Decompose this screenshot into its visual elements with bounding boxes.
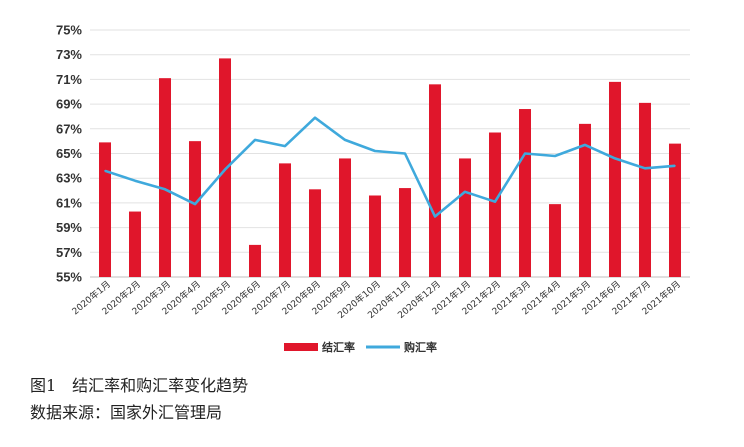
line-point-6 (254, 139, 256, 141)
bar-11 (399, 188, 411, 277)
line-point-20 (674, 165, 676, 167)
line-point-19 (644, 167, 646, 170)
line-point-2 (134, 179, 136, 182)
line-point-4 (194, 203, 196, 205)
bar-6 (249, 244, 261, 277)
bar-20 (669, 143, 681, 277)
line-point-5 (224, 168, 226, 171)
line-point-18 (614, 157, 616, 160)
y-tick-label: 55% (56, 270, 82, 285)
y-tick-label: 65% (56, 146, 82, 161)
y-tick-label: 73% (56, 47, 82, 62)
line-point-16 (554, 155, 556, 157)
legend: 结汇率 购汇率 (284, 340, 437, 354)
line-point-12 (434, 215, 436, 218)
line-point-15 (524, 152, 526, 155)
bar-3 (159, 78, 171, 277)
bar-12 (429, 84, 441, 277)
bar-9 (339, 158, 351, 277)
bar-4 (189, 141, 201, 277)
line-point-13 (464, 190, 466, 193)
y-tick-label: 75% (56, 23, 82, 38)
bar-2 (129, 211, 141, 277)
bar-18 (609, 81, 621, 278)
figure-caption: 图1 结汇率和购汇率变化趋势 (30, 376, 249, 395)
y-tick-label: 59% (56, 220, 82, 235)
line-point-3 (164, 188, 166, 191)
bar-8 (309, 189, 321, 277)
x-axis: 2020年1月2020年2月2020年3月2020年4月2020年5月2020年… (69, 278, 682, 321)
line-point-17 (584, 144, 586, 146)
legend-bar-label: 结汇率 (321, 340, 355, 354)
chart: 75% 73% 71% 69% 67% 65% 63% 61% 59% 57% 55% 2020年1… (56, 23, 690, 354)
bar-7 (279, 163, 291, 277)
line-path (104, 116, 676, 218)
line-point-10 (374, 150, 376, 152)
bar-16 (549, 204, 561, 277)
bar-15 (519, 109, 531, 277)
line-point-14 (494, 200, 496, 203)
y-tick-label: 71% (56, 72, 82, 87)
legend-bar-swatch (284, 343, 318, 351)
bar-10 (369, 195, 381, 277)
bar-13 (459, 158, 471, 277)
y-tick-label: 67% (56, 121, 82, 136)
line-point-7 (284, 145, 286, 147)
y-tick-label: 69% (56, 97, 82, 112)
y-tick-label: 57% (56, 245, 82, 260)
line-point-8 (314, 116, 316, 119)
line-point-1 (104, 169, 106, 172)
bar-19 (639, 102, 651, 278)
line-point-9 (344, 139, 346, 141)
data-source: 数据来源：国家外汇管理局 (30, 403, 223, 422)
line-series (104, 116, 676, 218)
bar-series (99, 58, 681, 278)
y-axis: 75% 73% 71% 69% 67% 65% 63% 61% 59% 57% 55% (56, 23, 82, 285)
y-tick-label: 63% (56, 171, 82, 186)
bar-1 (99, 142, 111, 277)
bar-14 (489, 132, 501, 277)
bar-5 (219, 58, 231, 277)
y-tick-label: 61% (56, 195, 82, 210)
legend-line-label: 购汇率 (404, 340, 437, 354)
bar-17 (579, 123, 591, 277)
line-point-11 (404, 152, 406, 155)
